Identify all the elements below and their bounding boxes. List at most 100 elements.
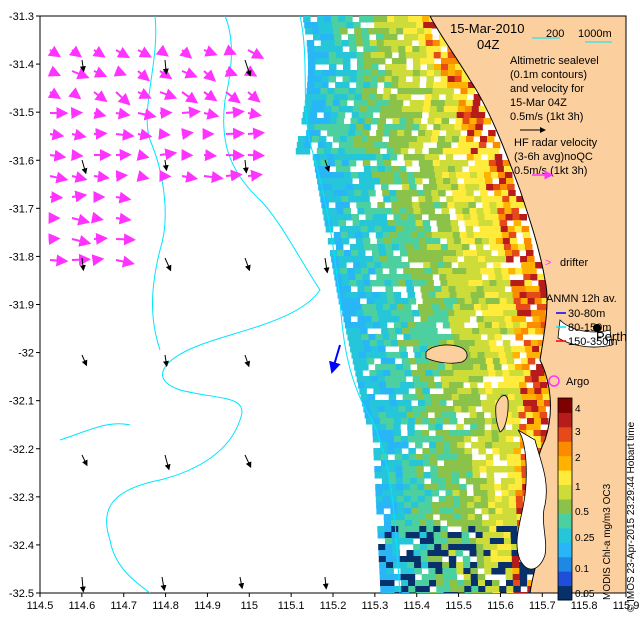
hf-vector <box>93 232 109 245</box>
chl-cell <box>454 310 462 317</box>
chl-cell <box>317 16 325 23</box>
chl-cell <box>459 190 467 197</box>
chl-cell <box>485 442 493 449</box>
chl-cell <box>497 208 505 215</box>
chl-cell <box>373 106 382 113</box>
chl-cell <box>506 586 514 593</box>
chl-cell <box>425 40 434 47</box>
chl-cell <box>474 274 482 281</box>
chl-cell <box>391 376 400 383</box>
chl-cell <box>395 100 404 107</box>
chl-cell <box>387 448 395 455</box>
chl-cell <box>447 82 455 89</box>
chl-cell <box>433 202 441 209</box>
chl-cell <box>375 154 384 161</box>
chl-cell <box>434 286 442 293</box>
chl-cell <box>484 322 493 329</box>
chl-cell <box>438 364 446 371</box>
chl-cell <box>361 232 370 239</box>
chl-cell <box>458 184 466 191</box>
chl-cell <box>319 154 328 161</box>
chl-cell <box>339 136 348 143</box>
chl-cell <box>306 130 314 137</box>
chl-cell <box>483 118 492 125</box>
chl-cell <box>447 124 455 131</box>
chl-cell <box>414 568 422 575</box>
chl-cell <box>376 130 384 137</box>
chl-cell <box>472 472 481 479</box>
chl-cell <box>372 418 381 425</box>
chl-cell <box>383 274 391 281</box>
chl-cell <box>406 208 414 215</box>
chl-cell <box>436 454 445 461</box>
chl-cell <box>405 310 413 317</box>
chl-cell <box>306 40 315 47</box>
chl-cell <box>517 280 525 287</box>
chl-cell <box>385 412 394 419</box>
chl-cell <box>407 568 415 575</box>
chl-cell <box>449 574 458 581</box>
chl-cell <box>477 352 485 359</box>
chl-cell <box>446 274 454 281</box>
chl-cell <box>418 160 427 167</box>
chl-cell <box>322 208 330 215</box>
chl-cell <box>478 388 486 395</box>
chl-cell <box>521 466 529 473</box>
chl-cell <box>467 196 475 203</box>
chl-cell <box>420 346 428 353</box>
chl-cell <box>461 538 470 545</box>
chl-cell <box>389 334 397 341</box>
chl-cell <box>426 520 434 527</box>
chl-cell <box>487 484 495 491</box>
chl-cell <box>420 172 429 179</box>
hf-vector <box>247 107 262 120</box>
chl-cell <box>416 328 424 335</box>
chl-cell <box>468 280 476 287</box>
chl-cell <box>426 166 435 173</box>
chl-cell <box>439 370 447 377</box>
chl-cell <box>440 124 448 131</box>
chl-cell <box>523 400 531 407</box>
chl-cell <box>416 22 424 29</box>
chl-cell <box>489 280 497 287</box>
chl-cell <box>303 142 312 149</box>
chl-cell <box>417 268 425 275</box>
chl-cell <box>521 226 530 233</box>
chl-cell <box>389 232 398 239</box>
chl-cell <box>444 136 453 143</box>
chl-cell <box>355 40 364 47</box>
colorbar-swatch <box>558 513 572 529</box>
chl-cell <box>333 268 341 275</box>
chl-cell <box>340 304 349 311</box>
chl-cell <box>398 244 407 251</box>
chl-cell <box>390 274 398 281</box>
chl-cell <box>412 64 421 71</box>
chl-cell <box>309 112 318 119</box>
chl-cell <box>510 202 518 209</box>
chl-cell <box>414 562 422 569</box>
chl-cell <box>456 112 465 119</box>
chl-cell <box>387 106 396 113</box>
chl-cell <box>415 388 423 395</box>
chl-cell <box>442 148 451 155</box>
chl-cell <box>470 214 479 221</box>
chl-cell <box>467 508 475 515</box>
chl-cell <box>321 82 329 89</box>
chl-cell <box>527 256 535 263</box>
chl-cell <box>474 502 482 509</box>
chl-cell <box>508 304 517 311</box>
chl-cell <box>347 190 355 197</box>
chl-cell <box>345 16 353 23</box>
y-tick-label: -31.5 <box>9 107 34 119</box>
chl-cell <box>335 124 343 131</box>
chl-cell <box>396 304 405 311</box>
chl-cell <box>347 232 356 239</box>
chl-cell <box>462 118 471 125</box>
altimetric-legend-4: 15-Mar 04Z <box>510 97 567 109</box>
chl-cell <box>436 442 444 449</box>
chl-cell <box>375 268 383 275</box>
chl-cell <box>440 202 448 209</box>
chl-cell <box>430 460 438 467</box>
chl-cell <box>356 376 365 383</box>
chl-cell <box>345 298 354 305</box>
